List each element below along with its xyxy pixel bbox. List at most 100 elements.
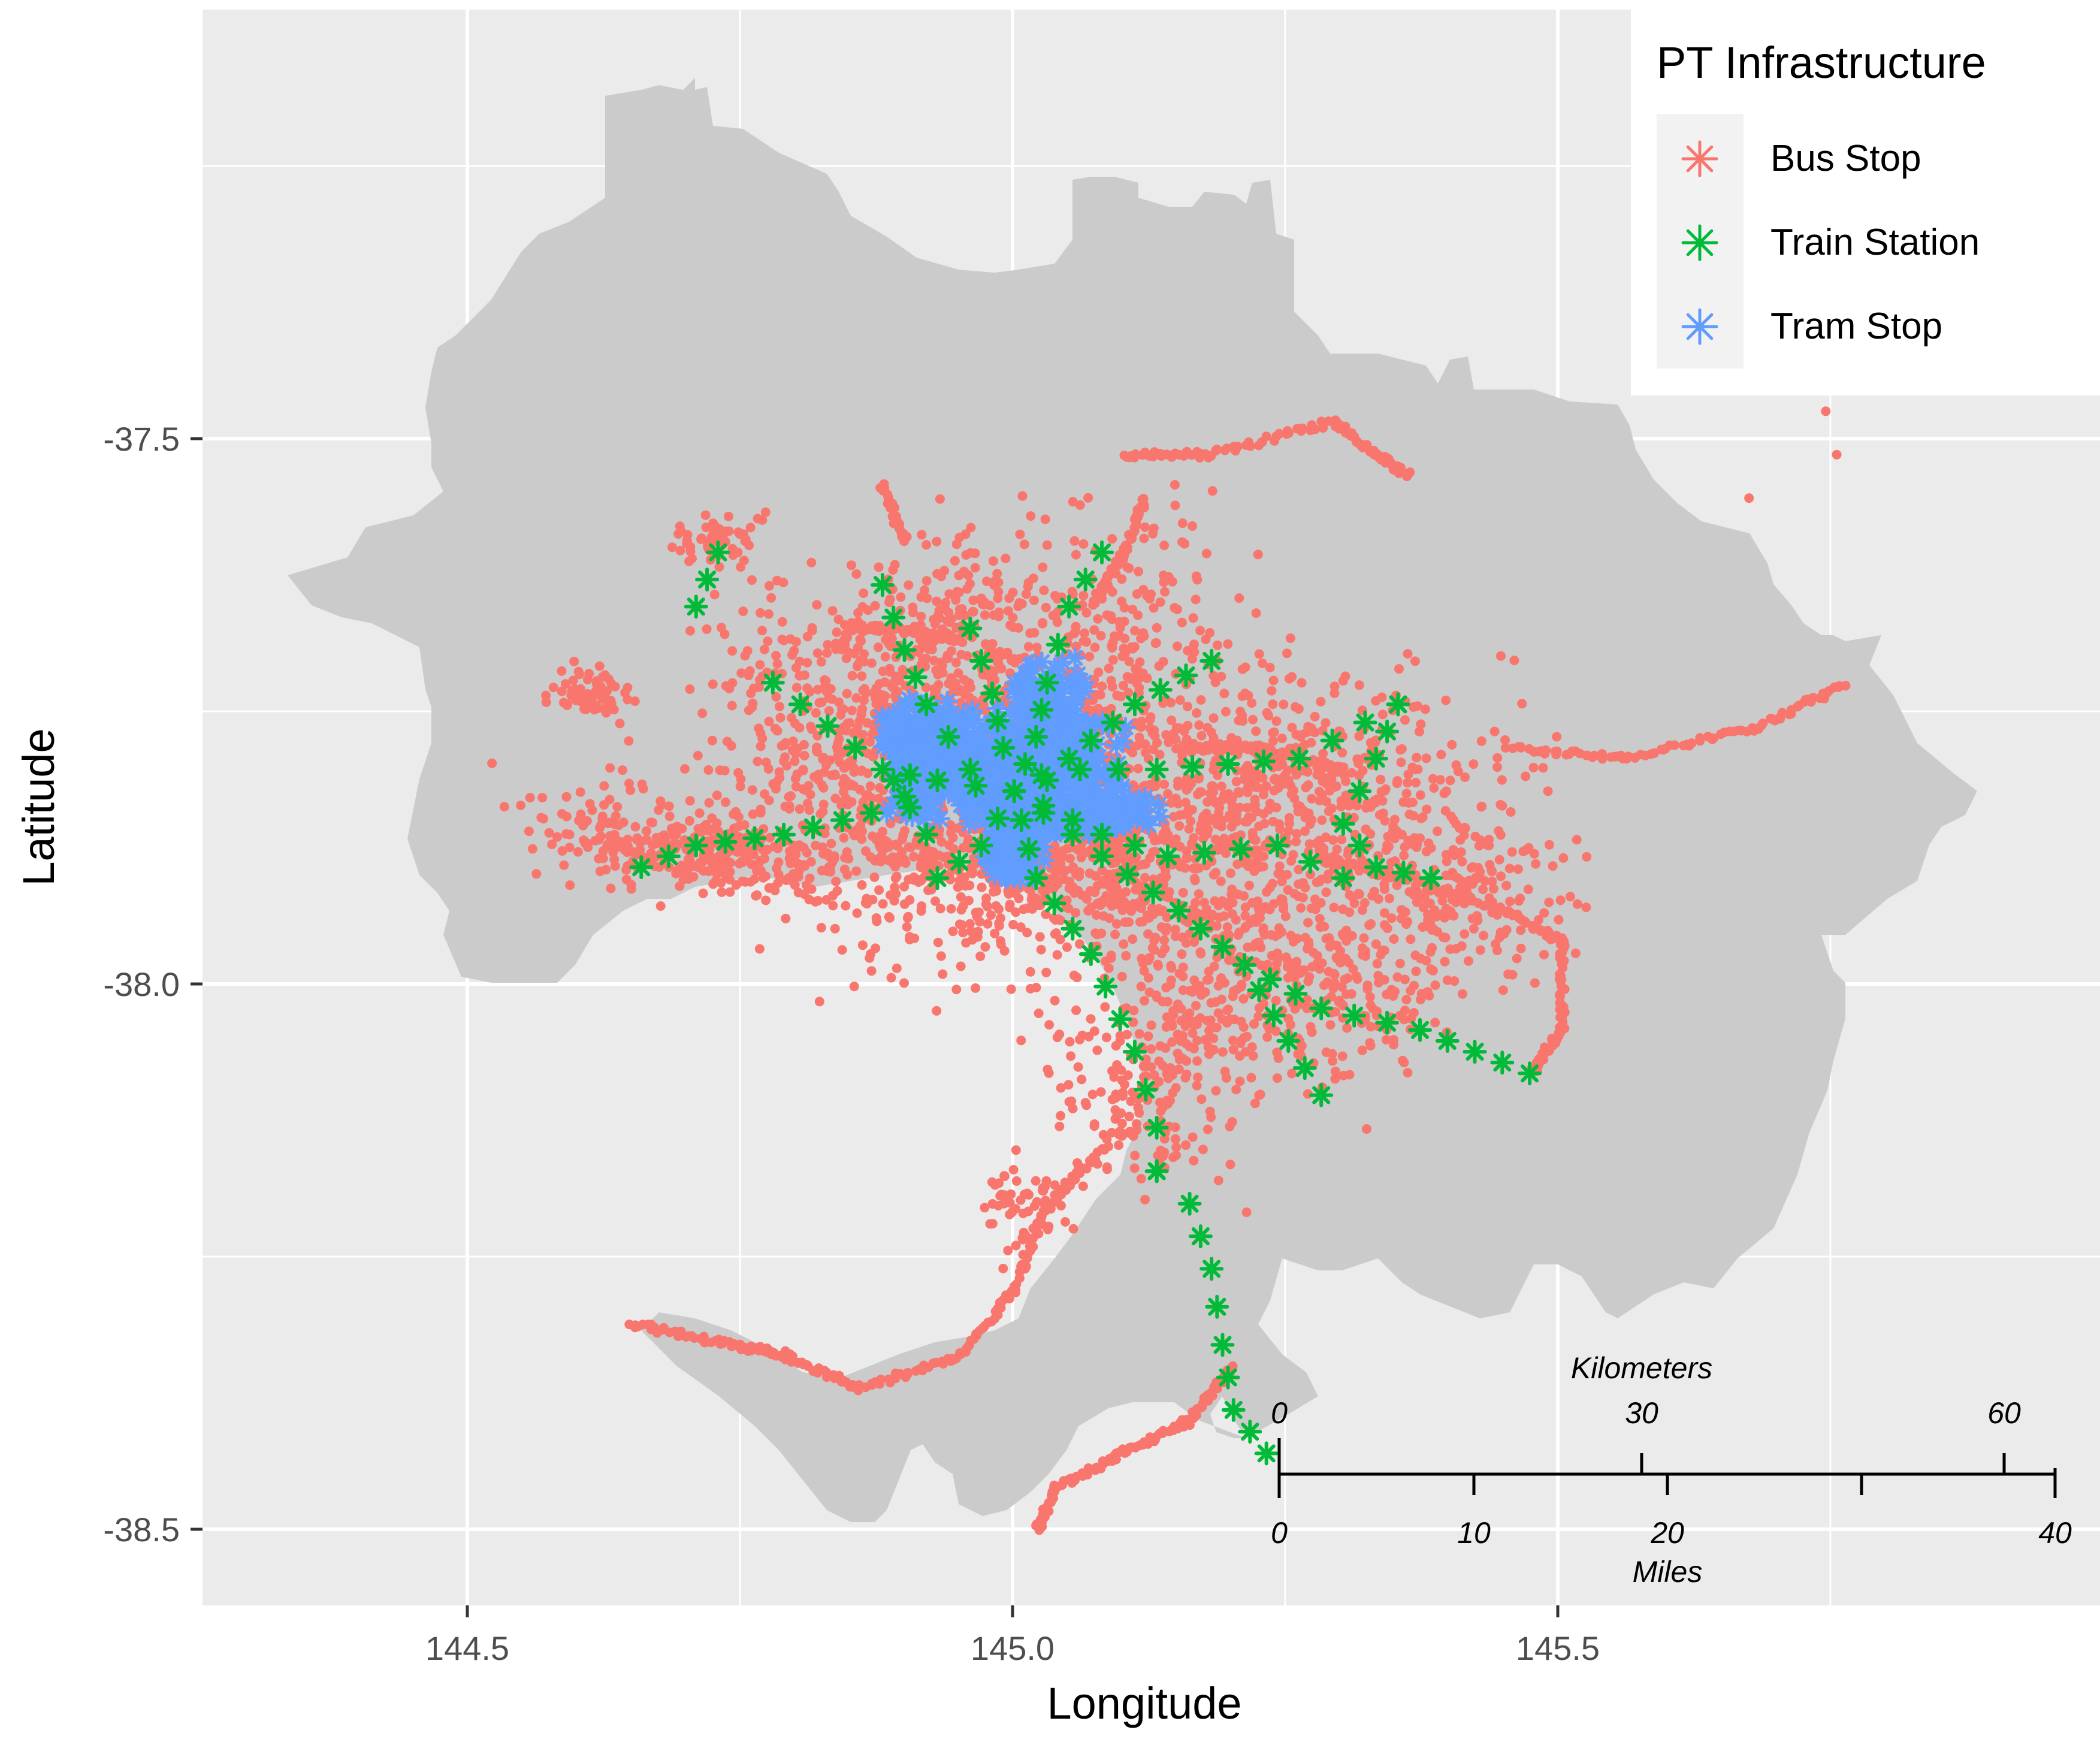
bus-stop-marker <box>1475 945 1485 955</box>
bus-stop-marker <box>774 767 784 777</box>
bus-stop-marker <box>1069 970 1079 980</box>
bus-stop-marker <box>885 913 895 923</box>
bus-stop-marker <box>862 718 872 728</box>
bus-stop-marker <box>1206 998 1216 1008</box>
bus-stop-marker <box>1228 1035 1238 1046</box>
bus-stop-marker <box>737 856 747 867</box>
bus-stop-marker <box>1167 715 1177 726</box>
bus-stop-marker <box>985 1219 995 1229</box>
bus-stop-marker <box>1178 887 1188 898</box>
bus-stop-marker <box>823 685 833 695</box>
bus-stop-marker <box>626 884 636 894</box>
bus-stop-marker <box>642 826 652 836</box>
bus-stop-marker <box>889 677 899 687</box>
bus-stop-marker <box>1178 985 1188 995</box>
bus-stop-marker <box>1025 628 1035 638</box>
bus-stop-marker <box>824 693 834 703</box>
bus-stop-marker <box>1365 1000 1376 1010</box>
bus-stop-marker <box>1295 801 1305 811</box>
bus-stop-marker <box>1161 1022 1171 1032</box>
bus-stop-marker <box>1327 1049 1337 1059</box>
bus-stop-marker <box>781 875 791 885</box>
bus-stop-marker <box>667 542 677 553</box>
bus-stop-marker <box>764 717 774 727</box>
bus-stop-marker <box>630 822 640 832</box>
bus-stop-marker <box>1491 939 1501 949</box>
bus-stop-marker <box>740 536 750 546</box>
bus-stop-marker <box>750 874 760 884</box>
bus-stop-marker <box>1396 757 1406 768</box>
bus-stop-marker <box>748 850 759 859</box>
bus-stop-marker <box>1222 922 1232 932</box>
bus-stop-marker <box>1143 1031 1153 1041</box>
bus-stop-marker <box>963 895 974 905</box>
bus-stop-marker <box>1193 1072 1203 1082</box>
bus-stop-marker <box>904 842 914 852</box>
bus-stop-marker <box>1145 594 1155 604</box>
bus-stop-marker <box>671 868 681 878</box>
bus-stop-marker <box>1183 701 1192 711</box>
bus-stop-marker <box>1190 898 1201 908</box>
bus-stop-marker <box>1011 1240 1021 1251</box>
bus-stop-marker <box>1389 1035 1399 1045</box>
bus-stop-marker <box>1126 906 1137 916</box>
bus-stop-marker <box>1210 798 1220 808</box>
bus-stop-marker <box>1472 911 1482 921</box>
bus-stop-marker <box>1161 872 1171 882</box>
bus-stop-marker <box>1445 775 1455 786</box>
bus-stop-marker <box>1001 553 1011 563</box>
bus-stop-marker <box>1136 903 1146 913</box>
bus-stop-marker <box>953 882 963 892</box>
bus-stop-marker <box>562 701 572 710</box>
bus-stop-marker <box>1403 778 1413 788</box>
bus-stop-marker <box>933 680 944 690</box>
bus-stop-marker <box>790 756 800 766</box>
bus-stop-marker <box>1412 842 1422 852</box>
bus-stop-marker <box>1400 715 1410 725</box>
bus-stop-marker <box>1513 864 1523 874</box>
bus-stop-marker <box>857 940 868 950</box>
bus-stop-marker <box>1548 861 1558 871</box>
bus-stop-marker <box>611 811 621 821</box>
bus-stop-marker <box>727 646 738 656</box>
bus-stop-marker <box>1056 1110 1066 1121</box>
bus-stop-marker <box>938 668 948 678</box>
bus-stop-marker <box>828 901 838 911</box>
bus-stop-marker <box>1395 745 1406 755</box>
bus-stop-marker <box>1131 663 1140 674</box>
bus-stop-marker <box>1330 782 1340 792</box>
bus-stop-marker <box>1321 832 1331 843</box>
bus-stop-marker <box>1198 1145 1208 1155</box>
bus-stop-marker <box>1014 893 1024 904</box>
bus-stop-marker <box>1503 969 1513 979</box>
bus-stop-marker <box>729 809 739 819</box>
bus-stop-marker <box>1188 1132 1198 1142</box>
bus-stop-marker <box>621 874 631 884</box>
bus-stop-marker <box>1028 573 1038 584</box>
bus-stop-marker <box>1202 1016 1212 1026</box>
bus-stop-marker <box>1496 651 1506 661</box>
bus-stop-marker <box>957 873 967 883</box>
bus-stop-marker <box>1140 739 1150 749</box>
bus-stop-marker <box>859 695 869 705</box>
bus-stop-marker <box>1354 731 1364 741</box>
bus-stop-marker <box>1388 826 1398 836</box>
bus-stop-marker <box>1213 640 1222 650</box>
bus-stop-marker <box>736 562 746 572</box>
bus-stop-marker <box>863 605 873 615</box>
bus-stop-marker <box>1196 730 1207 741</box>
bus-stop-marker <box>1306 738 1316 748</box>
bus-stop-marker <box>794 723 805 733</box>
bus-stop-marker <box>626 785 636 795</box>
bus-stop-marker <box>1153 959 1163 970</box>
bus-stop-marker <box>787 650 797 660</box>
bus-stop-marker <box>1133 1103 1143 1113</box>
bus-stop-marker <box>1050 929 1060 939</box>
bus-stop-marker <box>1225 1122 1235 1131</box>
bus-stop-marker <box>852 908 862 918</box>
bus-stop-marker <box>1276 869 1286 879</box>
bus-stop-marker <box>591 686 601 696</box>
bus-stop-marker <box>727 701 737 711</box>
bus-stop-marker <box>1071 1005 1081 1015</box>
bus-stop-marker <box>1119 939 1129 949</box>
